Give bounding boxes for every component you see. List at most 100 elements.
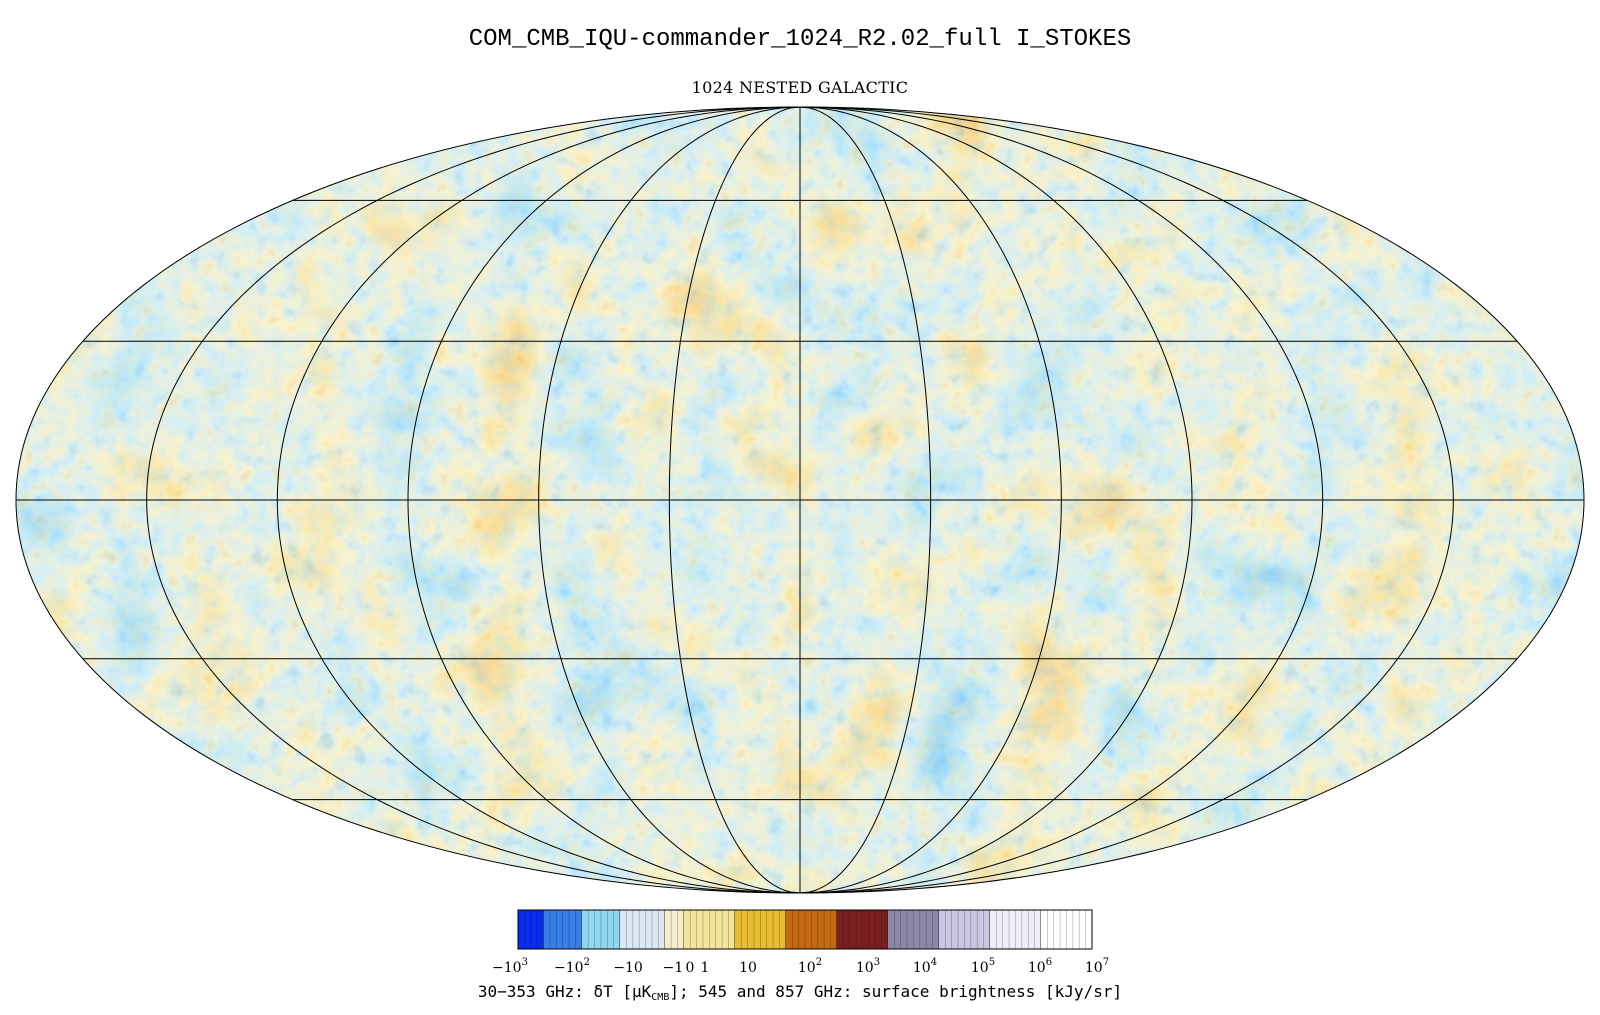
colorbar-stripe (753, 910, 761, 949)
colorbar-stripe (607, 910, 615, 949)
caption-suffix: ]; 545 and 857 GHz: surface brightness [… (669, 982, 1123, 1001)
colorbar-stripe (741, 910, 748, 949)
colorbar-tick-labels: −103 −102 −10 −1 0 1 10 102 103 104 105 106 107 (492, 957, 1109, 976)
colorbar-stripe (1072, 910, 1080, 949)
colorbar-stripe (626, 910, 634, 949)
colorbar-stripe (926, 910, 933, 949)
colorbar-stripe (983, 910, 991, 949)
colorbar-stripe (518, 910, 525, 949)
colorbar-stripe (881, 910, 889, 949)
colorbar-stripe (773, 910, 780, 949)
colorbar-stripe (575, 910, 583, 949)
colorbar-stripe (760, 910, 768, 949)
colorbar-stripe (824, 910, 831, 949)
colorbar-stripe (836, 910, 844, 949)
colorbar-stripe (900, 910, 908, 949)
colorbar-stripe (696, 910, 704, 949)
colorbar-stripe (702, 910, 710, 949)
colorbar-stripe (1066, 910, 1074, 949)
colorbar-stripe (524, 910, 532, 949)
colorbar-stripe (683, 910, 691, 949)
colorbar-stripe (1085, 910, 1093, 949)
colorbar-tick-label: 1 (701, 960, 710, 976)
colorbar-stripe (747, 910, 755, 949)
colorbar-stripe (645, 910, 653, 949)
colorbar-stripe (677, 910, 685, 949)
colorbar-stripe (715, 910, 723, 949)
colorbar-stripe (594, 910, 602, 949)
colorbar-stripe (945, 910, 953, 949)
colorbar-stripe (549, 910, 557, 949)
colorbar-tick-label: 107 (1085, 957, 1109, 976)
colorbar-stripe (1015, 910, 1023, 949)
colorbar-tick-label: −1 (663, 960, 684, 976)
colorbar-frame (517, 909, 1093, 950)
colorbar-stripe (1053, 910, 1061, 949)
colorbar-stripe (709, 910, 717, 949)
colorbar-stripe (932, 910, 940, 949)
colorbar-stripe (734, 910, 742, 949)
caption-prefix: 30−353 GHz: δT [μK (477, 982, 652, 1001)
colorbar-stripe (1021, 910, 1029, 949)
colorbar-stripe (530, 910, 538, 949)
colorbar-stripe (875, 910, 882, 949)
colorbar-stripe (964, 910, 972, 949)
colorbar-stripe (989, 910, 997, 949)
colorbar-stripe (887, 910, 895, 949)
colorbar-stripe (977, 910, 984, 949)
colorbar-stripe (588, 910, 595, 949)
colorbar-stripe (856, 910, 863, 949)
colorbar-stripe (970, 910, 978, 949)
colorbar-stripe (664, 910, 672, 949)
colorbar-stripe (1028, 910, 1035, 949)
colorbar-stripe (690, 910, 697, 949)
colorbar-tick-label: 10 (739, 960, 757, 976)
colorbar-stripe (632, 910, 640, 949)
colorbar-tick-label: 0 (686, 960, 695, 976)
colorbar-tick-label: −10 (613, 960, 643, 976)
colorbar-stripe (843, 910, 851, 949)
colorbar-stripe (1079, 910, 1087, 949)
colorbar-stripe (620, 910, 627, 949)
colorbar-stripe (907, 910, 914, 949)
colorbar-tick-label: −103 (492, 957, 528, 976)
colorbar-tick-label: −102 (554, 957, 590, 976)
colorbar-stripe (1060, 910, 1067, 949)
colorbar-stripe (1040, 910, 1048, 949)
colorbar-stripe (913, 910, 921, 949)
colorbar-stripe (894, 910, 902, 949)
colorbar-gradient (518, 910, 1093, 949)
colorbar-stripe (1034, 910, 1042, 949)
colorbar-stripe (958, 910, 965, 949)
map-title: COM_CMB_IQU-commander_1024_R2.02_full I_… (468, 26, 1132, 53)
colorbar-tick-label: 104 (913, 957, 937, 976)
colorbar-stripe (658, 910, 666, 949)
colorbar-stripe (779, 910, 787, 949)
colorbar-stripe (651, 910, 659, 949)
colorbar-stripe (562, 910, 570, 949)
graticule-lines (16, 106, 1584, 894)
colorbar-stripe (868, 910, 876, 949)
colorbar-stripe (543, 910, 551, 949)
colorbar-stripe (811, 910, 819, 949)
colorbar-stripe (1047, 910, 1055, 949)
colorbar-stripe (722, 910, 729, 949)
colorbar-stripe (728, 910, 736, 949)
colorbar-stripe (556, 910, 564, 949)
map-subtitle: 1024 NESTED GALACTIC (691, 78, 909, 97)
colorbar-tick-label: 102 (798, 957, 822, 976)
colorbar-stripe (798, 910, 806, 949)
colorbar-stripe (537, 910, 544, 949)
colorbar-stripe (938, 910, 946, 949)
colorbar-stripe (613, 910, 621, 949)
colorbar-stripe (569, 910, 576, 949)
colorbar-stripe (862, 910, 870, 949)
colorbar-tick-label: 106 (1028, 957, 1052, 976)
colorbar-tick-label: 105 (971, 957, 995, 976)
colorbar-stripe (639, 910, 646, 949)
colorbar-stripe (830, 910, 838, 949)
colorbar-stripe (581, 910, 589, 949)
colorbar-stripe (600, 910, 608, 949)
colorbar-stripe (671, 910, 678, 949)
